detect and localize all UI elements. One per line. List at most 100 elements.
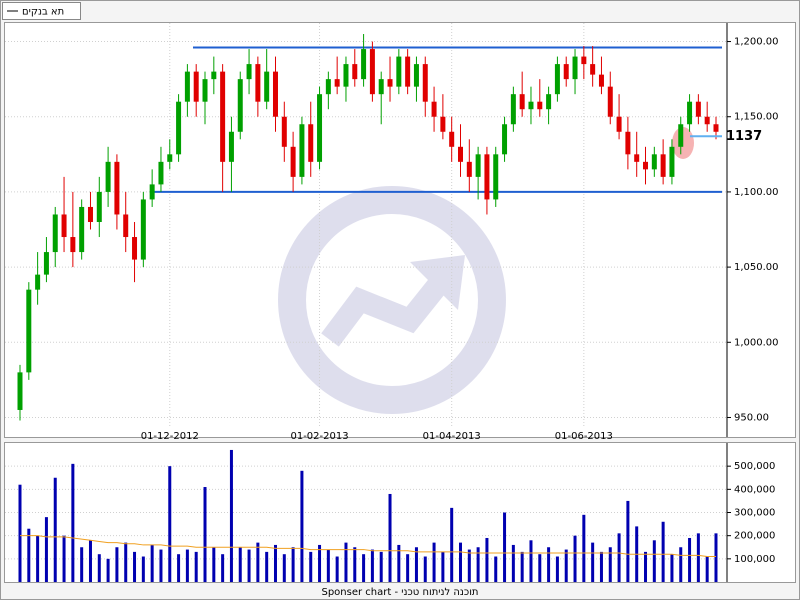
volume-bar bbox=[414, 547, 418, 582]
candle-body bbox=[140, 199, 146, 260]
volume-bar bbox=[353, 547, 357, 582]
volume-bar bbox=[212, 547, 216, 582]
candle-body bbox=[123, 214, 129, 238]
y-tick-label: 300,000 bbox=[734, 508, 775, 519]
y-tick-label: 1,100.00 bbox=[734, 187, 779, 198]
y-tick-label: 950.00 bbox=[734, 412, 769, 423]
volume-bar bbox=[555, 556, 559, 582]
candle-body bbox=[484, 154, 490, 200]
volume-bar bbox=[18, 484, 22, 582]
candle-body bbox=[52, 214, 58, 253]
volume-bar bbox=[238, 547, 242, 582]
candle-body bbox=[537, 101, 543, 110]
volume-bar bbox=[335, 556, 339, 582]
x-tick-label: 01-04-2013 bbox=[423, 431, 481, 442]
candle-body bbox=[687, 101, 693, 125]
volume-bar bbox=[115, 547, 119, 582]
volume-bar bbox=[406, 554, 410, 582]
volume-bar bbox=[27, 528, 31, 582]
volume-bar bbox=[644, 551, 648, 582]
volume-bar bbox=[159, 549, 163, 582]
volume-bar bbox=[476, 547, 480, 582]
y-tick-label: 1,000.00 bbox=[734, 337, 779, 348]
volume-bar bbox=[247, 549, 251, 582]
candle-body bbox=[17, 372, 23, 410]
candle-body bbox=[502, 124, 508, 155]
candle-body bbox=[396, 56, 402, 87]
candle-body bbox=[422, 64, 428, 102]
candle-body bbox=[255, 64, 261, 102]
volume-bar bbox=[326, 549, 330, 582]
candle-body bbox=[704, 116, 710, 125]
candle-body bbox=[616, 116, 622, 132]
volume-bar bbox=[168, 466, 172, 582]
candle-body bbox=[546, 94, 552, 110]
volume-bar bbox=[459, 542, 462, 582]
volume-bar bbox=[485, 537, 489, 582]
candle-body bbox=[272, 71, 278, 117]
candle-body bbox=[237, 79, 243, 132]
candle-body bbox=[334, 79, 340, 87]
candle-body bbox=[308, 124, 314, 162]
y-tick-label: 1,050.00 bbox=[734, 262, 779, 273]
volume-bar bbox=[229, 449, 233, 582]
volume-bar bbox=[318, 544, 322, 582]
volume-ma bbox=[20, 535, 716, 558]
candle-body bbox=[158, 161, 164, 185]
volume-bar bbox=[141, 556, 145, 582]
volume-bar bbox=[511, 544, 515, 582]
volume-bar bbox=[344, 542, 348, 582]
volume-bar bbox=[256, 542, 260, 582]
candle-body bbox=[563, 64, 569, 80]
legend-box bbox=[2, 2, 81, 20]
candle-body bbox=[660, 154, 666, 177]
candle-body bbox=[528, 101, 534, 110]
volume-bar bbox=[520, 551, 524, 582]
volume-bar bbox=[62, 535, 66, 582]
candle-body bbox=[405, 56, 411, 87]
candle-body bbox=[590, 64, 596, 75]
volume-bar bbox=[71, 463, 75, 582]
candle-body bbox=[678, 124, 684, 147]
volume-bar bbox=[696, 533, 700, 582]
volume-bar bbox=[194, 551, 198, 582]
volume-bar bbox=[273, 544, 277, 582]
candle-body bbox=[713, 124, 719, 132]
volume-bar bbox=[80, 547, 84, 582]
volume-bar bbox=[547, 547, 551, 582]
volume-bar bbox=[203, 487, 207, 582]
volume-bar bbox=[432, 542, 436, 582]
y-tick-label: 1,200.00 bbox=[734, 37, 779, 48]
annotation-label: 1137 bbox=[726, 129, 762, 144]
candle-body bbox=[431, 101, 437, 117]
y-tick-label: 400,000 bbox=[734, 484, 775, 495]
volume-bar bbox=[529, 540, 533, 582]
candle-body bbox=[87, 206, 93, 222]
x-tick-label: 01-02-2013 bbox=[290, 431, 348, 442]
candle-body bbox=[554, 64, 560, 95]
candle-body bbox=[96, 191, 102, 222]
volume-bar bbox=[53, 477, 57, 582]
candle-body bbox=[211, 71, 217, 80]
candle-body bbox=[228, 131, 234, 162]
candle-body bbox=[572, 56, 578, 80]
volume-bar bbox=[608, 547, 612, 582]
candle-body bbox=[598, 74, 604, 87]
volume-bar bbox=[221, 554, 225, 582]
candle-body bbox=[378, 79, 384, 95]
volume-bar bbox=[185, 549, 189, 582]
footer: Sponser chart - תוכנה לניתוח טכני bbox=[321, 587, 478, 598]
candle-body bbox=[61, 214, 67, 238]
volume-bar bbox=[467, 549, 471, 582]
candle-body bbox=[387, 79, 393, 87]
volume-bar bbox=[106, 558, 110, 582]
candle-body bbox=[176, 101, 182, 155]
volume-bar bbox=[88, 540, 92, 582]
volume-bar bbox=[573, 535, 577, 582]
candle-body bbox=[43, 252, 49, 275]
volume-bar bbox=[617, 533, 621, 582]
candle-body bbox=[70, 237, 76, 253]
candle-body bbox=[440, 116, 446, 132]
candle-body bbox=[193, 71, 199, 102]
volume-bar bbox=[388, 493, 392, 582]
